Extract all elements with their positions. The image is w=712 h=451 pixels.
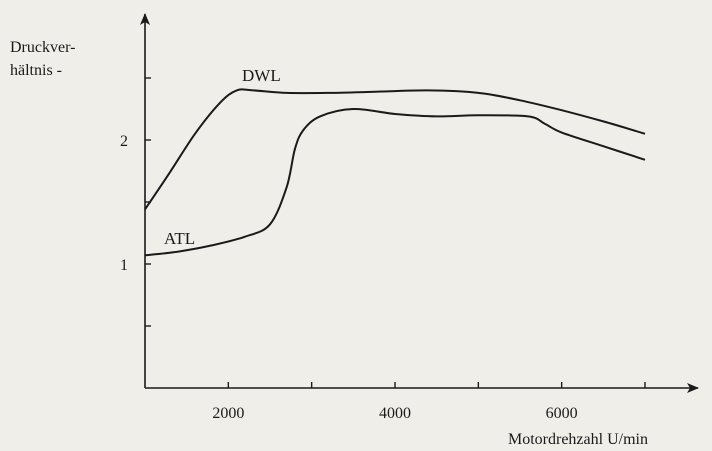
axis-ticks [145,77,646,388]
axis-tick-labels: 2000 4000 6000 1 2 [120,133,578,422]
x-tick-label-4000: 4000 [379,405,411,422]
x-axis-label: Motordrehzahl U/min [508,431,648,448]
y-tick-label-2: 2 [120,133,128,150]
series-lines [144,88,646,257]
x-tick-label-6000: 6000 [546,405,578,422]
annotation-dwl: DWL [242,66,281,85]
y-axis-label-line-2: hältnis - [10,62,62,79]
annotation-atl: ATL [164,229,195,248]
x-tick-label-2000: 2000 [212,405,244,422]
y-axis-label-line-1: Druckver- [10,39,75,56]
series-line-atl [144,107,646,257]
series-line-dwl [144,88,646,210]
y-tick-label-1: 1 [120,257,128,274]
